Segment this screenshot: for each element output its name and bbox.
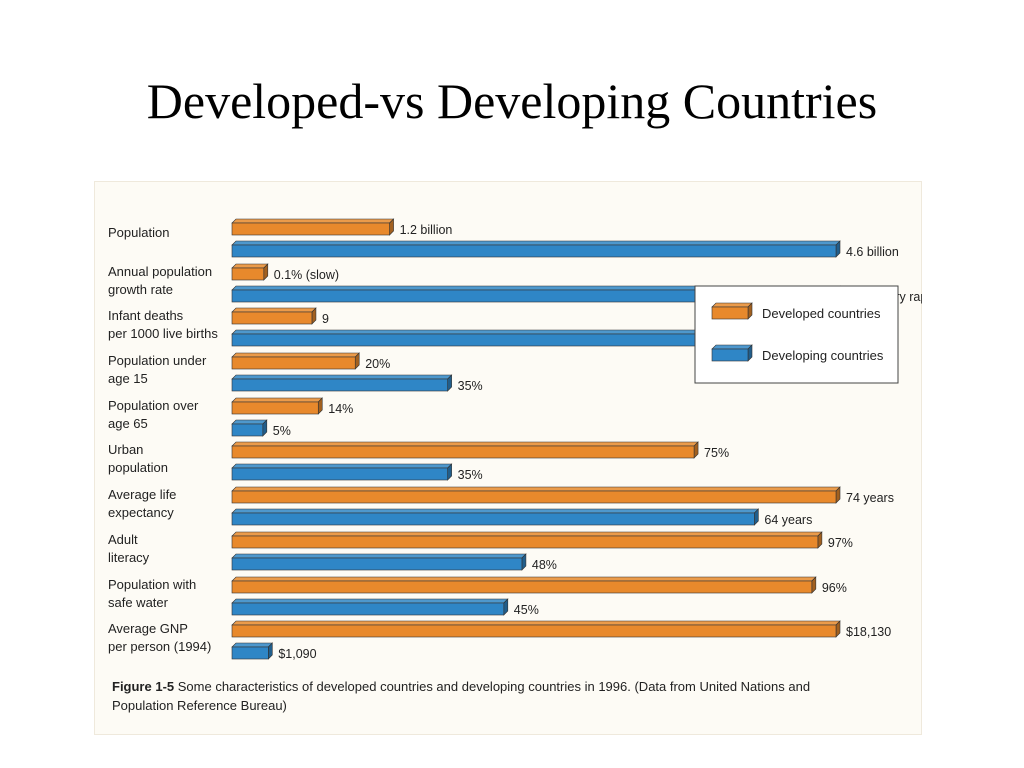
developed-bar	[231, 397, 323, 415]
developing-bar	[231, 598, 509, 616]
category-label: Adult literacy	[108, 532, 150, 565]
legend-swatch	[711, 302, 753, 320]
developed-bar	[231, 263, 269, 281]
value-label: 1.2 billion	[400, 223, 453, 237]
developed-bar	[231, 620, 841, 638]
value-label: 35%	[458, 468, 483, 482]
value-label: 48%	[532, 558, 557, 572]
category-label: Annual population growth rate	[108, 264, 212, 297]
legend-label: Developed countries	[762, 306, 881, 321]
developing-bar	[231, 508, 760, 526]
developing-bar	[231, 240, 841, 258]
developing-bar	[231, 553, 527, 571]
bar-chart: Population 1.2 billion 4.6 billion Annual p…	[108, 218, 922, 661]
developed-bar	[231, 441, 699, 459]
legend-label: Developing countries	[762, 348, 884, 363]
value-label: 75%	[704, 446, 729, 460]
category-label: Population under age 15	[108, 353, 207, 386]
value-label: $18,130	[846, 625, 891, 639]
developed-bar	[231, 486, 841, 504]
caption-label: Figure 1-5	[112, 679, 175, 694]
figure-panel: Population 1.2 billion 4.6 billion Annual p…	[94, 181, 922, 735]
value-label: 5%	[273, 424, 291, 438]
category-label: Average life expectancy	[108, 487, 176, 520]
chart-legend: Developed countries Developing countries	[694, 285, 899, 384]
legend-swatch	[711, 344, 753, 362]
value-label: 35%	[458, 379, 483, 393]
category-label: Average GNP per person (1994)	[108, 621, 211, 654]
developing-bar	[231, 419, 268, 437]
category-label: Population	[108, 225, 169, 240]
caption-text: Some characteristics of developed countr…	[112, 679, 811, 713]
developed-bar	[231, 218, 395, 236]
developed-bar	[231, 307, 317, 325]
slide-title: Developed-vs Developing Countries	[146, 73, 878, 129]
developing-bar	[231, 642, 274, 660]
developed-bar	[231, 576, 817, 594]
value-label: 74 years	[846, 491, 894, 505]
value-label: 14%	[328, 402, 353, 416]
category-label: Urban population	[108, 442, 168, 475]
developed-bar	[231, 531, 823, 549]
value-label: 20%	[365, 357, 390, 371]
value-label: 0.1% (slow)	[274, 268, 339, 282]
developed-bar	[231, 352, 360, 370]
category-label: Population with safe water	[108, 577, 196, 610]
value-label: 96%	[822, 581, 847, 595]
value-label: 45%	[514, 603, 539, 617]
category-label: Infant deaths per 1000 live births	[108, 308, 218, 341]
value-label: 9	[322, 312, 329, 326]
value-label: 4.6 billion	[846, 245, 899, 259]
developing-bar	[231, 374, 453, 392]
value-label: 97%	[828, 536, 853, 550]
figure-caption: Figure 1-5 Some characteristics of devel…	[112, 677, 812, 715]
value-label: 64 years	[764, 513, 812, 527]
value-label: $1,090	[278, 647, 316, 661]
developing-bar	[231, 463, 453, 481]
category-label: Population over age 65	[108, 398, 199, 431]
